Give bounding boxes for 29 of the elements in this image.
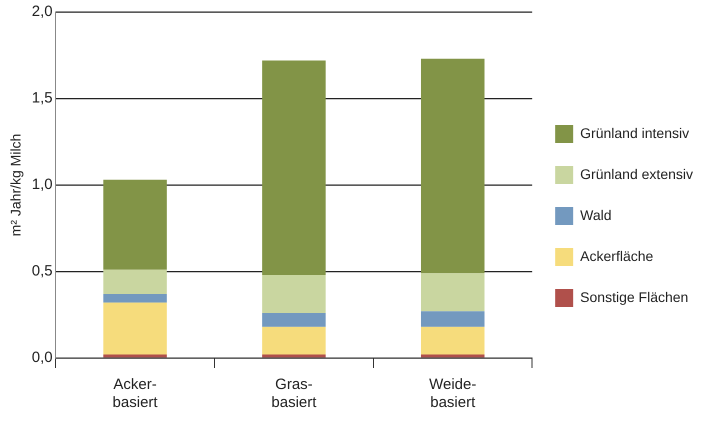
bar xyxy=(262,313,326,327)
bar xyxy=(103,354,167,358)
bar xyxy=(262,326,326,355)
y-tick-label: 2,0 xyxy=(32,3,53,20)
bar xyxy=(420,58,485,274)
x-tick-label: Acker- basiert xyxy=(112,376,158,412)
bar xyxy=(103,294,167,303)
bar xyxy=(103,302,167,355)
bar xyxy=(420,354,485,358)
x-tick-label: Weide- basiert xyxy=(429,376,476,412)
legend-label: Grünland extensiv xyxy=(580,166,694,182)
bar xyxy=(262,274,326,314)
legend-label: Ackerfläche xyxy=(580,248,654,264)
legend-label: Sonstige Flächen xyxy=(580,288,688,305)
x-tick-label: Gras- basiert xyxy=(271,376,318,412)
bar xyxy=(262,60,326,275)
bar xyxy=(420,273,485,312)
bar xyxy=(103,270,167,294)
bar xyxy=(420,311,485,327)
y-tick-label: 0,5 xyxy=(32,262,53,280)
legend-label: Grünland intensiv xyxy=(580,124,690,141)
y-tick-label: 0,0 xyxy=(32,349,53,366)
y-tick-label: 1,0 xyxy=(32,176,53,194)
bar xyxy=(262,354,326,358)
bar xyxy=(420,326,485,355)
y-tick-label: 1,5 xyxy=(32,90,53,107)
y-axis-title: m² Jahr/kg Milch xyxy=(7,134,24,236)
legend-label: Wald xyxy=(580,206,612,223)
bar xyxy=(103,180,167,270)
